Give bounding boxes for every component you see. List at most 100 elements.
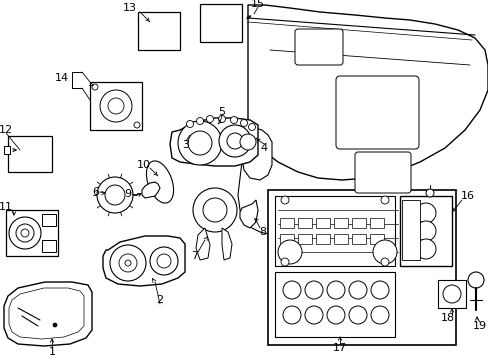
Circle shape [415,221,435,241]
Polygon shape [222,228,231,260]
Circle shape [193,188,237,232]
Bar [437,280,465,308]
Circle shape [370,306,388,324]
Text: 11: 11 [0,202,13,212]
Bar [315,234,329,244]
Text: 7: 7 [191,251,198,261]
FancyBboxPatch shape [354,152,410,193]
Circle shape [370,281,388,299]
Circle shape [372,240,396,264]
Circle shape [134,122,140,128]
Circle shape [348,306,366,324]
Circle shape [53,323,57,327]
Circle shape [425,189,433,197]
Circle shape [415,239,435,259]
Bar [90,82,142,130]
Bar [280,218,293,228]
Bar [399,196,451,266]
Circle shape [206,116,213,122]
Circle shape [203,198,226,222]
Bar [351,218,365,228]
Circle shape [467,272,483,288]
Circle shape [226,133,243,149]
Polygon shape [170,118,258,166]
Polygon shape [240,200,258,228]
Bar [8,136,52,172]
Circle shape [283,281,301,299]
Bar [297,234,311,244]
Circle shape [380,196,388,204]
Bar [280,234,293,244]
Text: 18: 18 [440,313,454,323]
Circle shape [305,306,323,324]
Circle shape [281,258,288,266]
Bar [267,190,455,345]
Text: 9: 9 [124,189,131,199]
Circle shape [125,260,131,266]
Bar [333,234,347,244]
Circle shape [108,98,124,114]
Circle shape [187,131,212,155]
Circle shape [92,84,98,90]
Bar [138,12,180,50]
Polygon shape [4,282,92,346]
Circle shape [218,116,225,122]
Text: 12: 12 [0,125,13,135]
Text: 15: 15 [250,0,264,9]
Circle shape [9,217,41,249]
Circle shape [248,123,255,130]
Bar [6,210,58,256]
Circle shape [305,281,323,299]
FancyBboxPatch shape [294,29,342,65]
Circle shape [415,203,435,223]
Circle shape [326,281,345,299]
Circle shape [110,245,146,281]
Bar [333,218,347,228]
Text: 4: 4 [260,143,267,153]
Text: 14: 14 [55,73,69,83]
Circle shape [178,121,222,165]
Text: 17: 17 [332,343,346,353]
Text: 16: 16 [460,191,474,201]
Bar [369,234,383,244]
Circle shape [21,229,29,237]
Circle shape [380,258,388,266]
Circle shape [157,254,171,268]
Circle shape [16,224,34,242]
Circle shape [150,247,178,275]
Text: 10: 10 [137,160,151,170]
Polygon shape [196,228,209,260]
Circle shape [278,240,302,264]
Circle shape [119,254,137,272]
Circle shape [97,177,133,213]
Polygon shape [142,182,160,198]
Circle shape [105,185,125,205]
Circle shape [281,196,288,204]
Bar [369,218,383,228]
Ellipse shape [146,161,173,203]
Text: 13: 13 [123,3,137,13]
Bar [4,146,10,154]
Text: 2: 2 [156,295,163,305]
Bar [200,4,242,42]
Circle shape [240,120,247,126]
Text: 8: 8 [259,227,266,237]
Circle shape [100,90,132,122]
Circle shape [442,285,460,303]
Polygon shape [103,236,184,286]
Bar [297,218,311,228]
Text: 5: 5 [218,107,225,117]
Bar [274,196,394,266]
Bar [315,218,329,228]
Polygon shape [247,5,487,180]
Circle shape [283,306,301,324]
Bar [351,234,365,244]
FancyBboxPatch shape [335,76,418,149]
Circle shape [219,125,250,157]
Circle shape [326,306,345,324]
Circle shape [230,117,237,123]
Text: 6: 6 [92,187,99,197]
Bar [42,240,56,252]
Circle shape [196,117,203,125]
Text: 19: 19 [472,321,486,331]
